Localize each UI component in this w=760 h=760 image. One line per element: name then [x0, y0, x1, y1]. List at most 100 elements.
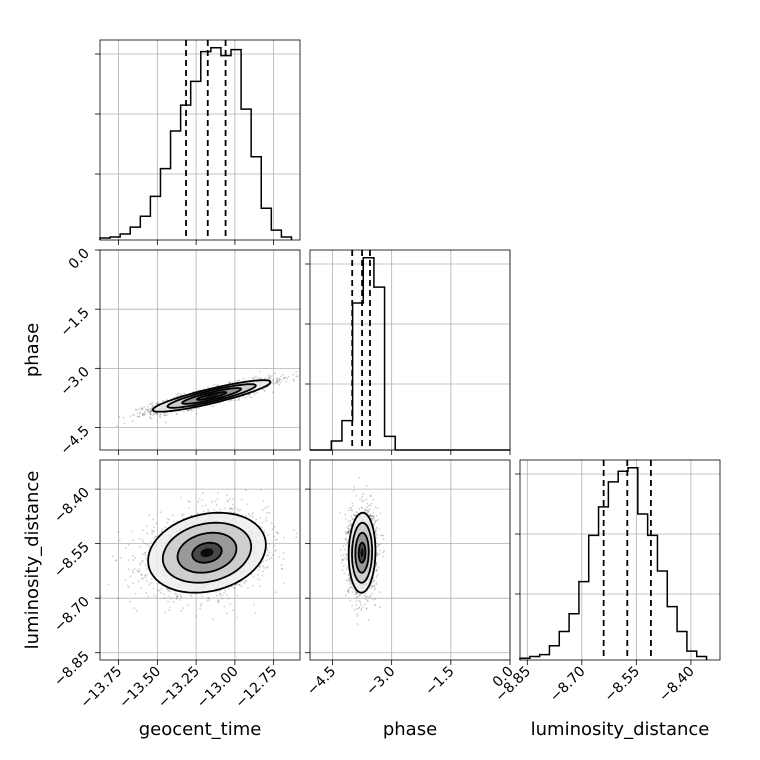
- panel-frame: [99, 249, 301, 451]
- sample-point: [136, 412, 139, 415]
- sample-point: [145, 591, 148, 594]
- sample-point: [233, 586, 235, 589]
- sample-point: [276, 380, 278, 383]
- sample-point: [302, 532, 304, 534]
- sample-point: [235, 583, 238, 586]
- sample-point: [226, 612, 228, 615]
- sample-point: [168, 606, 171, 609]
- sample-point: [358, 606, 361, 608]
- sample-point: [268, 558, 271, 561]
- sample-point: [267, 376, 270, 379]
- sample-point: [143, 414, 146, 417]
- contour-line: [181, 387, 243, 405]
- sample-point: [144, 574, 146, 577]
- sample-point: [241, 395, 244, 398]
- sample-point: [153, 530, 156, 533]
- sample-point: [350, 586, 353, 588]
- sample-point: [261, 526, 263, 529]
- sample-point: [245, 489, 247, 492]
- sample-point: [140, 587, 142, 590]
- sample-point: [236, 507, 239, 510]
- sample-point: [252, 576, 255, 578]
- sample-point: [263, 531, 266, 534]
- sample-point: [172, 601, 175, 603]
- sample-point: [281, 379, 283, 381]
- sample-point: [343, 548, 346, 551]
- sample-point: [150, 582, 153, 584]
- sample-point: [229, 498, 231, 501]
- sample-point: [375, 537, 378, 539]
- sample-point: [167, 588, 170, 591]
- sample-point: [347, 589, 350, 591]
- sample-point: [149, 411, 151, 413]
- sample-point: [370, 495, 372, 498]
- sample-point: [199, 497, 201, 500]
- sample-point: [238, 379, 241, 382]
- sample-point: [138, 568, 141, 570]
- sample-point: [258, 566, 261, 569]
- sample-point: [242, 581, 245, 583]
- sample-point: [219, 595, 222, 597]
- sample-point: [256, 577, 259, 580]
- contour-line: [161, 521, 253, 584]
- sample-point: [373, 588, 376, 591]
- sample-point: [244, 396, 247, 399]
- sample-point: [160, 587, 163, 590]
- panel-frame: [99, 39, 301, 241]
- sample-point: [148, 514, 151, 517]
- sample-point: [227, 500, 230, 503]
- sample-point: [127, 568, 130, 571]
- sample-point: [239, 508, 242, 511]
- sample-point: [213, 508, 215, 511]
- sample-point: [153, 526, 156, 529]
- panel-frame: [519, 459, 721, 661]
- sample-point: [143, 406, 146, 408]
- sample-point: [259, 525, 261, 527]
- sample-point: [284, 376, 287, 379]
- sample-point: [142, 553, 145, 556]
- sample-point: [132, 414, 134, 416]
- sample-point: [217, 599, 220, 602]
- sample-point: [226, 494, 229, 497]
- sample-point: [129, 601, 132, 603]
- sample-point: [231, 509, 234, 511]
- sample-point: [141, 407, 144, 409]
- sample-point: [141, 560, 144, 562]
- sample-point: [203, 510, 205, 513]
- sample-point: [149, 410, 152, 413]
- sample-point: [227, 382, 230, 384]
- sample-point: [213, 383, 216, 386]
- sample-point: [142, 541, 145, 543]
- sample-point: [146, 532, 149, 535]
- sample-point: [116, 597, 119, 600]
- sample-point: [268, 551, 270, 554]
- sample-point: [144, 542, 147, 545]
- sample-point: [200, 602, 203, 605]
- sample-point: [176, 393, 179, 396]
- sample-point: [287, 375, 290, 378]
- sample-point: [374, 506, 377, 509]
- sample-point: [244, 579, 247, 582]
- sample-point: [159, 416, 162, 419]
- sample-point: [180, 596, 183, 599]
- sample-point: [237, 509, 240, 512]
- sample-point: [238, 397, 241, 399]
- sample-point: [182, 607, 184, 609]
- sample-point: [282, 558, 285, 560]
- sample-point: [273, 382, 276, 385]
- sample-point: [165, 588, 168, 591]
- sample-point: [140, 574, 143, 576]
- sample-point: [136, 569, 139, 572]
- density-level: [200, 548, 214, 558]
- sample-point: [293, 529, 295, 531]
- sample-point: [178, 593, 181, 596]
- sample-point: [235, 380, 238, 383]
- sample-point: [158, 589, 161, 592]
- sample-point: [372, 523, 375, 525]
- scatter-panel-geocent_time-phase: [95, 249, 301, 455]
- sample-point: [366, 485, 368, 487]
- sample-point: [293, 379, 295, 382]
- sample-point: [118, 539, 121, 542]
- sample-point: [191, 409, 194, 412]
- sample-point: [155, 535, 157, 538]
